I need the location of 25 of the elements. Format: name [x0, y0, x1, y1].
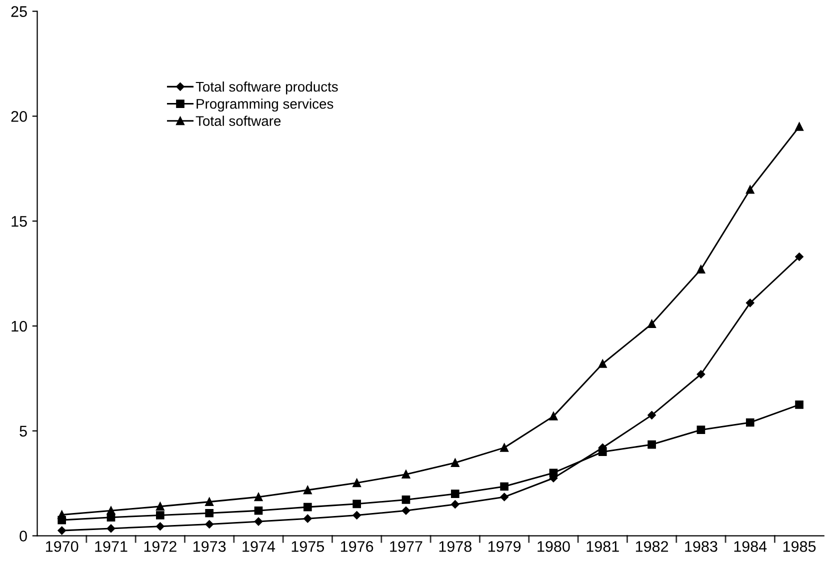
x-tick-label: 1984 — [734, 541, 767, 552]
x-tick-label: 1983 — [685, 541, 718, 552]
y-tick-label: 10 — [12, 320, 27, 332]
legend-label: Total software — [196, 116, 281, 126]
x-tick-label: 1971 — [95, 541, 128, 552]
y-tick-label: 20 — [11, 111, 27, 122]
x-tick-label: 1985 — [783, 541, 816, 552]
x-tick-label: 1974 — [242, 541, 276, 552]
y-tick-label: 25 — [11, 6, 27, 17]
y-tick-label: 15 — [12, 216, 27, 227]
legend-label: Programming services — [196, 98, 334, 112]
x-tick-label: 1972 — [144, 541, 176, 552]
x-tick-label: 1980 — [538, 541, 570, 552]
x-tick-label: 1978 — [439, 541, 472, 552]
y-tick-label: 5 — [20, 426, 27, 437]
x-tick-label: 1975 — [292, 541, 324, 552]
legend-label: Total software products — [196, 81, 338, 94]
x-tick-label: 1981 — [586, 541, 619, 552]
x-tick-label: 1979 — [488, 541, 521, 552]
y-tick-label: 0 — [20, 530, 27, 542]
x-tick-label: 1970 — [46, 541, 78, 552]
x-tick-label: 1982 — [636, 541, 668, 552]
x-tick-label: 1976 — [340, 541, 374, 552]
x-tick-label: 1977 — [390, 541, 422, 552]
x-tick-label: 1973 — [194, 541, 226, 552]
